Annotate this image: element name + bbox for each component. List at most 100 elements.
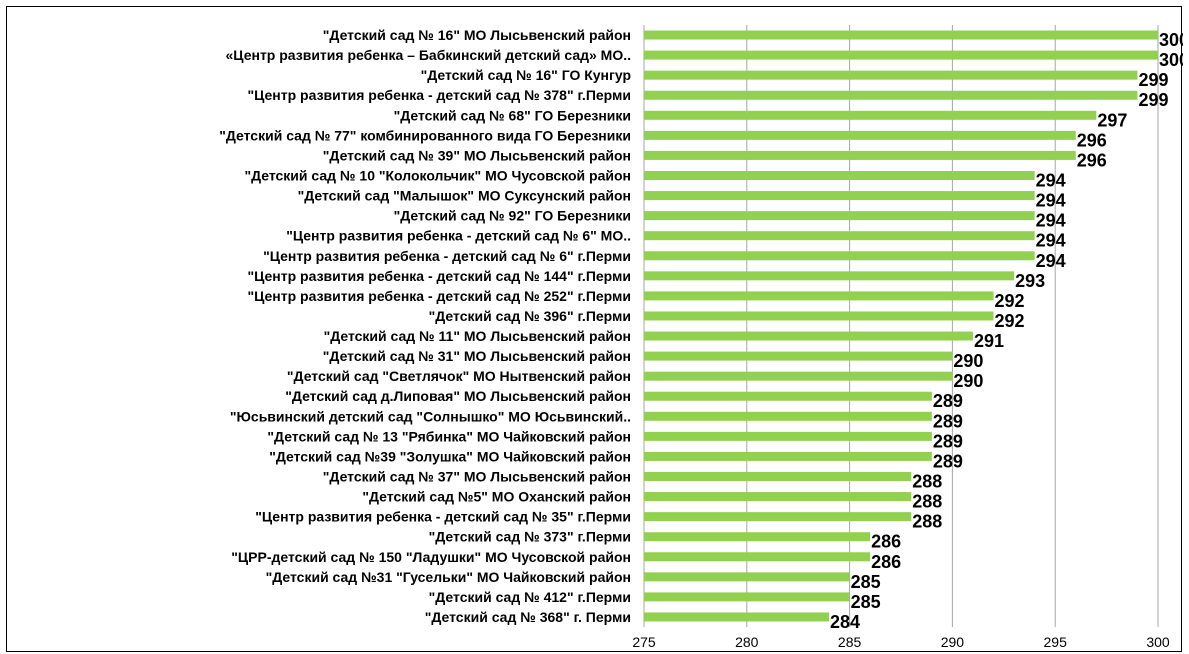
data-label: 294 <box>1036 191 1066 211</box>
bar <box>644 512 912 522</box>
data-label: 293 <box>1015 271 1045 291</box>
bar <box>644 110 1097 120</box>
data-label: 297 <box>1097 110 1127 130</box>
data-label: 292 <box>995 311 1025 331</box>
bar <box>644 271 1015 281</box>
category-label: "Детский сад № 11" МО Лысьвенский район <box>324 328 631 344</box>
bar <box>644 150 1076 160</box>
category-label: "ЦРР-детский сад № 150 "Ладушки" МО Чусо… <box>231 549 631 565</box>
bar <box>644 552 871 562</box>
bar <box>644 612 830 622</box>
category-label: "Детский сад д.Липовая" МО Лысьвенский р… <box>285 388 631 404</box>
data-label: 290 <box>953 351 983 371</box>
data-label: 285 <box>851 592 881 612</box>
bar <box>644 431 932 441</box>
bar <box>644 532 871 542</box>
bar <box>644 492 912 502</box>
bar <box>644 191 1035 201</box>
category-label: "Детский сад № 77" комбинированного вида… <box>219 127 631 143</box>
category-label: "Центр развития ребенка - детский сад № … <box>247 87 631 103</box>
data-label: 291 <box>974 331 1004 351</box>
data-label: 289 <box>933 411 963 431</box>
data-label: 288 <box>912 492 942 512</box>
data-label: 285 <box>851 572 881 592</box>
x-tick-label: 295 <box>1044 634 1068 650</box>
bar <box>644 30 1158 40</box>
bar <box>644 130 1076 140</box>
bar <box>644 90 1138 100</box>
data-label: 300 <box>1159 30 1183 50</box>
data-label: 288 <box>912 512 942 532</box>
data-label: 294 <box>1036 231 1066 251</box>
category-label: "Центр развития ребенка - детский сад № … <box>263 248 631 264</box>
category-label: "Детский сад № 396" г.Перми <box>429 308 631 324</box>
category-label: "Детский сад № 13 "Рябинка" МО Чайковски… <box>267 428 631 444</box>
bar-chart: "Детский сад № 16" МО Лысьвенский район «… <box>219 25 1183 650</box>
category-label: "Детский сад № 39" МО Лысьвенский район <box>323 147 631 163</box>
category-label: "Центр развития ребенка - детский сад № … <box>286 228 631 244</box>
bar <box>644 211 1035 221</box>
data-label: 289 <box>933 391 963 411</box>
category-label: "Детский сад № 68" ГО Березники <box>394 107 631 123</box>
x-tick-label: 300 <box>1146 634 1170 650</box>
bar <box>644 331 973 341</box>
data-label: 296 <box>1077 150 1107 170</box>
bar <box>644 50 1158 60</box>
bar <box>644 351 953 361</box>
category-label: "Центр развития ребенка - детский сад № … <box>247 268 631 284</box>
data-label: 289 <box>933 431 963 451</box>
bar <box>644 472 912 481</box>
category-label: "Детский сад № 16" МО Лысьвенский район <box>323 27 631 43</box>
data-label: 290 <box>953 371 983 391</box>
data-label: 292 <box>995 291 1025 311</box>
bar <box>644 572 850 582</box>
x-tick-label: 285 <box>838 634 862 650</box>
bar <box>644 411 932 421</box>
x-axis-ticks: 275 280 285 290 295 300 <box>632 634 1170 650</box>
bar <box>644 291 994 301</box>
data-label: 286 <box>871 532 901 552</box>
bar <box>644 592 850 602</box>
bar <box>644 311 994 321</box>
category-label: "Детский сад № 31" МО Лысьвенский район <box>323 348 631 364</box>
category-label: "Детский сад № 92" ГО Березники <box>394 208 631 224</box>
data-label: 294 <box>1036 171 1066 191</box>
data-label: 284 <box>830 612 860 632</box>
category-label: "Детский сад № 368" г. Перми <box>425 609 631 625</box>
category-label: "Детский сад № 412" г.Перми <box>429 589 631 605</box>
x-tick-label: 290 <box>941 634 965 650</box>
bar <box>644 391 932 401</box>
data-label: 294 <box>1036 251 1066 271</box>
data-label: 300 <box>1159 50 1183 70</box>
data-label: 288 <box>912 472 942 492</box>
category-label: "Детский сад № 10 "Колокольчик" МО Чусов… <box>244 168 631 184</box>
category-label: "Детский сад № 16" ГО Кунгур <box>421 67 631 83</box>
category-label: "Детский сад №5" МО Оханский район <box>362 489 631 505</box>
bar <box>644 231 1035 241</box>
data-label: 299 <box>1138 70 1168 90</box>
category-label: "Юсьвинский детский сад "Солнышко" МО Юс… <box>230 408 631 424</box>
x-tick-label: 275 <box>632 634 656 650</box>
value-labels: 3003002992992972962962942942942942942932… <box>830 30 1183 632</box>
category-label: "Центр развития ребенка - детский сад № … <box>255 509 631 525</box>
bars <box>644 30 1158 622</box>
chart-frame: "Детский сад № 16" МО Лысьвенский район «… <box>6 6 1183 652</box>
category-label: "Детский сад №39 "Золушка" МО Чайковский… <box>269 448 631 464</box>
bar <box>644 251 1035 261</box>
category-label: "Детский сад № 37" МО Лысьвенский район <box>323 469 631 485</box>
data-label: 299 <box>1138 90 1168 110</box>
category-label: "Детский сад №31 "Гусельки" МО Чайковски… <box>266 569 631 585</box>
data-label: 296 <box>1077 130 1107 150</box>
bar <box>644 371 953 381</box>
x-tick-label: 280 <box>735 634 759 650</box>
gridlines <box>643 25 1159 627</box>
bar <box>644 70 1138 80</box>
category-label: "Центр развития ребенка - детский сад № … <box>247 288 631 304</box>
bar <box>644 171 1035 180</box>
data-label: 286 <box>871 552 901 572</box>
category-label: "Детский сад № 373" г.Перми <box>429 529 631 545</box>
bar <box>644 451 932 461</box>
data-label: 289 <box>933 451 963 471</box>
data-label: 294 <box>1036 211 1066 231</box>
category-labels: "Детский сад № 16" МО Лысьвенский район «… <box>219 27 631 625</box>
